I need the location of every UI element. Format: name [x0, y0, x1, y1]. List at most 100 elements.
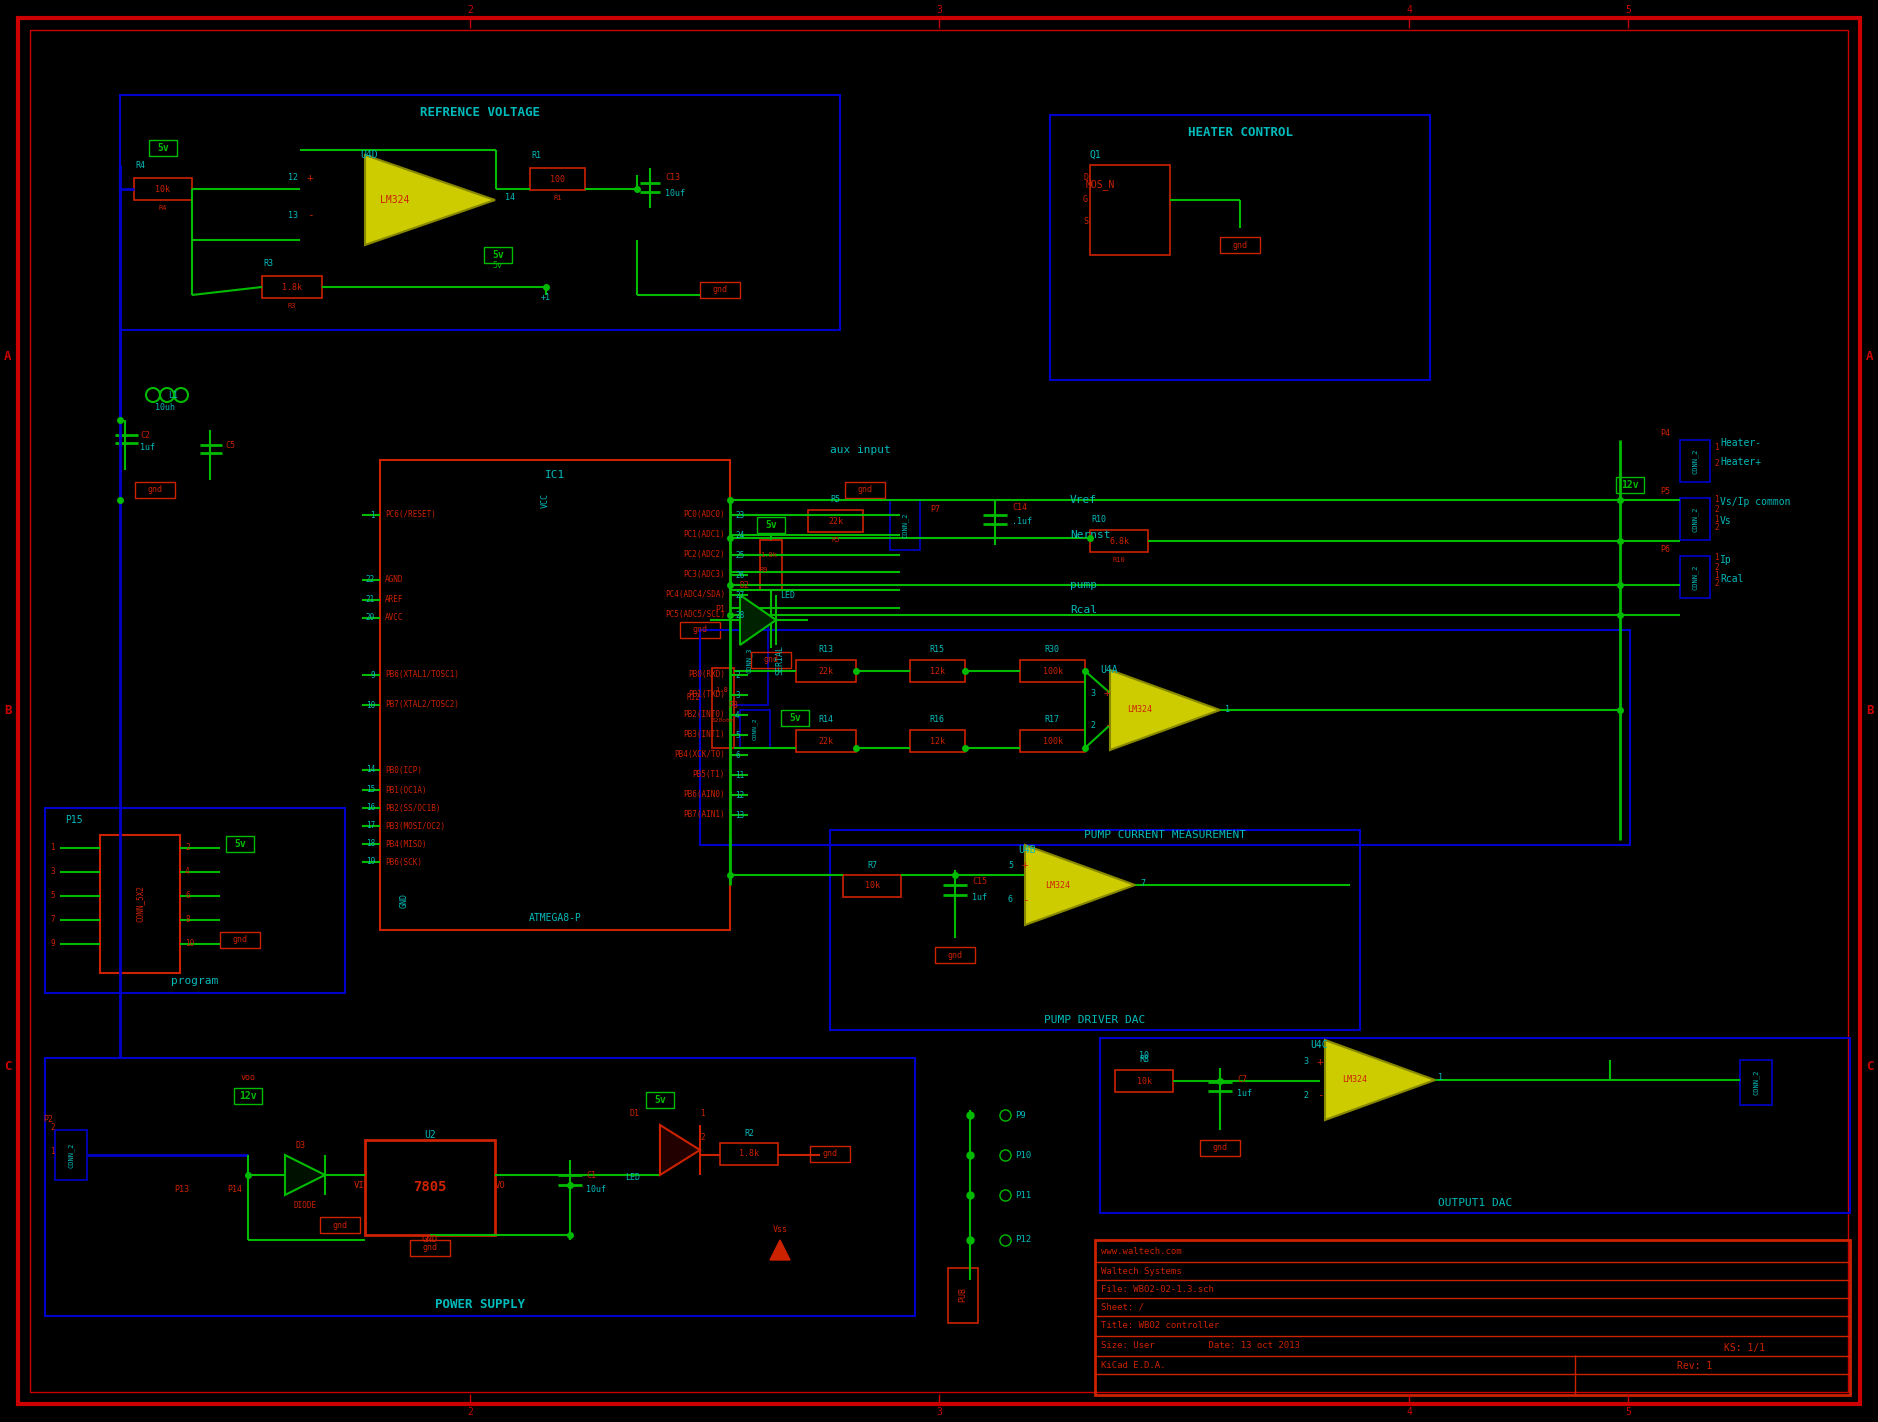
Text: 5v: 5v — [492, 260, 501, 270]
Bar — [1741, 1059, 1773, 1105]
Bar — [1050, 115, 1429, 380]
Text: Rcal: Rcal — [1720, 574, 1743, 584]
Text: 8: 8 — [186, 916, 190, 924]
Text: Title: WBO2 controller: Title: WBO2 controller — [1101, 1321, 1219, 1331]
Bar — [719, 1143, 777, 1165]
Text: CONN_5X2: CONN_5X2 — [135, 886, 145, 923]
Text: 5: 5 — [734, 731, 740, 739]
Text: +: + — [306, 173, 314, 183]
Bar — [680, 621, 719, 638]
Text: 12: 12 — [287, 173, 299, 182]
Text: R12: R12 — [685, 694, 700, 702]
Text: gnd: gnd — [693, 626, 708, 634]
Text: C: C — [4, 1059, 11, 1072]
Text: PUMP CURRENT MEASUREMENT: PUMP CURRENT MEASUREMENT — [1084, 830, 1245, 840]
Text: R10: R10 — [1112, 557, 1125, 563]
Text: 2: 2 — [1715, 458, 1718, 468]
Text: PB5(T1): PB5(T1) — [693, 771, 725, 779]
Text: R13: R13 — [819, 646, 834, 654]
Polygon shape — [364, 155, 496, 245]
Text: P1: P1 — [716, 606, 725, 614]
Text: 1uf: 1uf — [1238, 1089, 1253, 1099]
Text: B: B — [4, 704, 11, 718]
Text: P3: P3 — [729, 701, 738, 710]
Text: 5v: 5v — [235, 839, 246, 849]
Text: gnd: gnd — [1232, 240, 1247, 249]
Text: 2: 2 — [186, 843, 190, 853]
Text: PB3(MOSI/OC2): PB3(MOSI/OC2) — [385, 822, 445, 830]
Text: Heater+: Heater+ — [1720, 456, 1762, 466]
Bar — [740, 710, 770, 748]
Text: 20: 20 — [366, 613, 376, 623]
Bar — [235, 1088, 263, 1103]
Text: 7: 7 — [51, 916, 54, 924]
Text: U2: U2 — [424, 1130, 436, 1140]
Text: 2: 2 — [468, 1406, 473, 1416]
Bar — [845, 482, 885, 498]
Text: CONN_2: CONN_2 — [1692, 506, 1698, 532]
Text: 22: 22 — [366, 576, 376, 584]
Bar — [135, 482, 175, 498]
Text: 5: 5 — [1624, 6, 1630, 16]
Text: PB6(XTAL1/TOSC1): PB6(XTAL1/TOSC1) — [385, 671, 458, 680]
Text: Vref: Vref — [1070, 495, 1097, 505]
Bar — [843, 875, 901, 897]
Text: L1: L1 — [167, 391, 178, 400]
Text: LM324: LM324 — [1127, 705, 1153, 714]
Text: 10k: 10k — [156, 185, 171, 193]
Text: -: - — [1022, 894, 1029, 904]
Text: +: + — [1104, 688, 1110, 698]
Text: Vs: Vs — [1720, 516, 1732, 526]
Text: GND: GND — [400, 893, 409, 907]
Text: 18: 18 — [366, 839, 376, 849]
Text: +: + — [1316, 1057, 1324, 1066]
Text: ATMEGA8-P: ATMEGA8-P — [528, 913, 582, 923]
Text: 2: 2 — [1715, 505, 1718, 515]
Text: PB7(XTAL2/TOSC2): PB7(XTAL2/TOSC2) — [385, 701, 458, 710]
Bar — [54, 1130, 86, 1180]
Bar — [263, 276, 321, 299]
Text: C15: C15 — [973, 877, 988, 886]
Bar — [1221, 237, 1260, 253]
Text: PB2(INT0): PB2(INT0) — [684, 711, 725, 720]
Bar — [225, 836, 254, 852]
Text: Q1: Q1 — [1089, 149, 1102, 161]
Polygon shape — [1025, 845, 1134, 924]
Text: OUTPUT1 DAC: OUTPUT1 DAC — [1439, 1197, 1512, 1209]
Bar — [319, 1217, 361, 1233]
Text: 23: 23 — [734, 510, 744, 519]
Text: U4A: U4A — [1101, 665, 1117, 675]
Text: PB6(SCK): PB6(SCK) — [385, 857, 423, 866]
Text: C: C — [1867, 1059, 1874, 1072]
Text: PC4(ADC4/SDA): PC4(ADC4/SDA) — [665, 590, 725, 600]
Text: CONN_2: CONN_2 — [68, 1142, 75, 1167]
Bar — [120, 95, 839, 330]
Bar — [364, 1140, 496, 1234]
Bar — [796, 729, 856, 752]
Text: P2: P2 — [43, 1115, 53, 1125]
Text: REFRENCE VOLTAGE: REFRENCE VOLTAGE — [421, 107, 541, 119]
Bar — [1089, 530, 1147, 552]
Text: 21: 21 — [366, 596, 376, 604]
Text: 1.8k: 1.8k — [282, 283, 302, 292]
Text: CONN_2: CONN_2 — [1692, 565, 1698, 590]
Text: +1: +1 — [541, 293, 550, 303]
Text: 17: 17 — [366, 822, 376, 830]
Text: 12v: 12v — [239, 1091, 257, 1101]
Text: 1: 1 — [1439, 1074, 1442, 1082]
Bar — [379, 459, 731, 930]
Text: 3: 3 — [935, 1406, 943, 1416]
Text: -: - — [1104, 720, 1110, 729]
Text: 6: 6 — [186, 892, 190, 900]
Polygon shape — [740, 594, 776, 646]
Bar — [890, 501, 920, 550]
Text: 5v: 5v — [492, 250, 503, 260]
Text: R1: R1 — [531, 151, 541, 159]
Text: R8: R8 — [1138, 1055, 1149, 1065]
Text: D1: D1 — [629, 1109, 640, 1118]
Text: 7805: 7805 — [413, 1180, 447, 1194]
Text: gnd: gnd — [858, 485, 873, 495]
Text: P13: P13 — [175, 1186, 190, 1194]
Text: 13: 13 — [287, 210, 299, 219]
Bar — [409, 1240, 451, 1256]
